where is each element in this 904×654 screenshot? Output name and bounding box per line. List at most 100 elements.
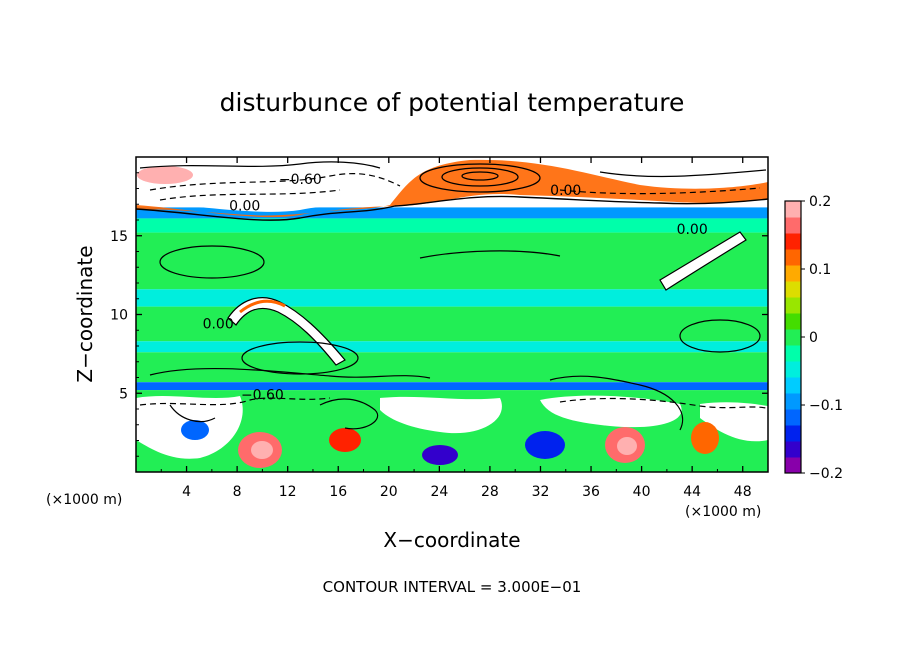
colorbar-tick-label: −0.2 [809, 466, 843, 482]
contour-label: 0.00 [229, 199, 260, 215]
x-tick-label: 20 [380, 484, 398, 500]
x-tick-label: 32 [532, 484, 550, 500]
upper-solid-2 [599, 169, 767, 178]
plume-left-warm [239, 299, 286, 314]
plume-right [659, 231, 747, 291]
field-band [136, 382, 768, 391]
y-tick-label: 5 [119, 386, 128, 402]
lower-white-4 [700, 402, 768, 442]
upper-white-region [136, 157, 768, 212]
colorbar-segment [785, 201, 801, 218]
colorbar-segment [785, 329, 801, 346]
x-unit-left: (×1000 m) [46, 492, 122, 508]
plot-area: −0.60 0.00 0.00 0.00 0.00 −0.60 [136, 157, 768, 472]
x-tick-label: 12 [279, 484, 297, 500]
lower-contour-2 [559, 397, 767, 409]
upper-warm-rim [136, 159, 768, 218]
colorbar-segment [785, 345, 801, 362]
x-axis: 4 8 12 16 20 24 28 32 36 40 44 48 [160, 157, 752, 500]
upper-black-edge [136, 195, 768, 221]
lower-contour-5 [169, 404, 216, 423]
lower-contour-4 [549, 375, 684, 431]
x-tick-label: 4 [182, 484, 191, 500]
field-band [136, 207, 768, 219]
contour-label: −0.60 [279, 172, 322, 188]
field-band [136, 289, 768, 307]
colorbar-tick-label: 0.2 [809, 194, 831, 210]
colorbar-segment [785, 217, 801, 234]
y-axis-label: Z−coordinate [73, 245, 97, 382]
x-tick-label: 48 [734, 484, 752, 500]
field-band [136, 352, 768, 383]
upper-dashed-2 [159, 189, 341, 201]
colorbar-segment [785, 377, 801, 394]
y-tick-label: 15 [110, 229, 128, 245]
lower-warm-3 [691, 422, 719, 454]
colorbar-ticks: 0.2 0.1 0 −0.1 −0.2 [801, 194, 843, 482]
x-tick-label: 28 [481, 484, 499, 500]
lower-cold-3 [181, 420, 209, 440]
lower-warm-2b [617, 437, 637, 455]
x-tick-label: 40 [633, 484, 651, 500]
contour-label: 0.00 [677, 222, 708, 238]
colorbar-segment [785, 313, 801, 330]
green-cell-5 [419, 250, 561, 259]
upper-solid-1 [139, 161, 381, 169]
contour-label: 0.00 [550, 183, 581, 199]
x-tick-label: 44 [683, 484, 701, 500]
lower-contour-1 [139, 397, 331, 406]
colorbar-segment [785, 265, 801, 282]
lower-cold-1 [525, 431, 565, 459]
colorbar-segment [785, 249, 801, 266]
field-band [136, 218, 768, 233]
colorbar [784, 200, 802, 474]
plume-left [227, 297, 346, 366]
lower-white-2 [380, 396, 502, 434]
x-axis-label: X−coordinate [383, 528, 520, 552]
x-tick-label: 16 [329, 484, 347, 500]
lower-white-3 [540, 395, 682, 428]
colorbar-segment [785, 361, 801, 378]
colorbar-segment [785, 281, 801, 298]
green-cell-2 [241, 341, 359, 375]
green-cell-3 [679, 319, 761, 353]
lower-warm-4 [329, 428, 361, 452]
x-unit-right: (×1000 m) [685, 504, 761, 520]
upper-cell-1 [419, 163, 541, 193]
green-cell-1 [159, 245, 265, 279]
upper-cell-2 [441, 167, 519, 187]
lower-cold-2 [422, 445, 458, 465]
x-tick-label: 36 [582, 484, 600, 500]
upper-pink-patch [137, 166, 193, 184]
colorbar-segment [785, 425, 801, 442]
x-tick-label: 8 [233, 484, 242, 500]
lower-contour-3 [319, 398, 379, 430]
upper-contour-region [136, 157, 768, 221]
colorbar-tick-label: 0.1 [809, 262, 831, 278]
contour-interval-note: CONTOUR INTERVAL = 3.000E−01 [323, 578, 582, 596]
contour-label: −0.60 [241, 388, 284, 404]
chart-title: disturbunce of potential temperature [220, 88, 685, 117]
colorbar-segment [785, 393, 801, 410]
colorbar-segment [785, 457, 801, 474]
colorbar-tick-label: 0 [809, 330, 818, 346]
upper-dashed-1 [149, 173, 401, 191]
field-band [136, 341, 768, 353]
y-axis: 5 10 15 [110, 172, 768, 457]
colorbar-tick-label: −0.1 [809, 398, 843, 414]
lower-warm-1b [251, 441, 273, 459]
colorbar-segment [785, 233, 801, 250]
lower-convective-region [136, 375, 768, 468]
contour-labels: −0.60 0.00 0.00 0.00 0.00 −0.60 [203, 172, 708, 404]
green-cell-4 [149, 367, 431, 379]
y-tick-label: 10 [110, 308, 128, 324]
colorbar-segment [785, 297, 801, 314]
upper-dashed-3 [559, 187, 761, 195]
colorbar-segment [785, 441, 801, 458]
colorbar-segment [785, 409, 801, 426]
upper-cell-3 [461, 171, 499, 181]
mid-level-features [149, 231, 761, 379]
x-tick-label: 24 [430, 484, 448, 500]
contour-label: 0.00 [203, 317, 234, 333]
